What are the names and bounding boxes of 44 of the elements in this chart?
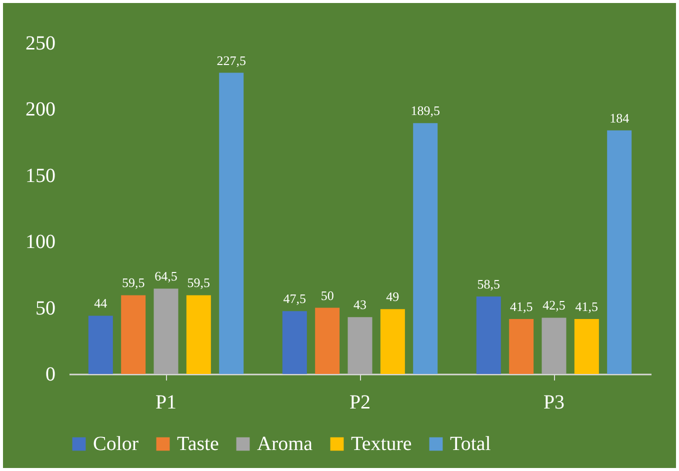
bar xyxy=(348,317,372,374)
data-label: 50 xyxy=(320,288,334,303)
data-label: 47,5 xyxy=(283,291,306,306)
data-label: 184 xyxy=(610,110,630,126)
bar xyxy=(574,319,599,374)
legend-label: Taste xyxy=(177,433,220,455)
bar xyxy=(413,123,438,374)
data-label: 227,5 xyxy=(216,52,246,68)
data-label: 58,5 xyxy=(477,276,500,292)
x-tick-label: P2 xyxy=(349,392,371,414)
legend-label: Aroma xyxy=(257,433,313,455)
bar xyxy=(282,311,307,374)
bar xyxy=(219,72,244,374)
bar xyxy=(542,318,566,374)
y-tick-label: 50 xyxy=(36,297,56,320)
data-label: 44 xyxy=(94,296,108,311)
data-label: 49 xyxy=(386,289,400,304)
bar xyxy=(315,308,340,374)
bar xyxy=(88,316,113,374)
data-label: 41,5 xyxy=(575,299,598,314)
data-label: 59,5 xyxy=(122,275,145,290)
bar xyxy=(509,319,534,374)
legend-label: Total xyxy=(450,433,492,455)
y-tick-label: 100 xyxy=(26,231,56,254)
bar xyxy=(154,288,178,374)
y-tick-label: 150 xyxy=(26,164,56,187)
y-tick-label: 200 xyxy=(26,98,56,121)
bar xyxy=(186,295,211,374)
y-tick-label: 0 xyxy=(46,364,56,386)
data-label: 42,5 xyxy=(542,298,566,313)
y-tick-label: 250 xyxy=(26,32,56,54)
data-label: 189,5 xyxy=(410,103,440,118)
bar xyxy=(380,309,405,374)
data-label: 41,5 xyxy=(510,299,533,314)
data-label: 59,5 xyxy=(187,275,210,290)
x-tick-label: P3 xyxy=(543,392,565,414)
data-label: 43 xyxy=(354,297,366,312)
bar xyxy=(121,295,146,374)
x-tick-label: P1 xyxy=(155,392,177,414)
legend-label: Texture xyxy=(351,433,412,455)
data-label: 64,5 xyxy=(154,268,178,284)
bar xyxy=(476,296,501,374)
bar xyxy=(607,130,632,374)
legend-label: Color xyxy=(93,433,139,455)
